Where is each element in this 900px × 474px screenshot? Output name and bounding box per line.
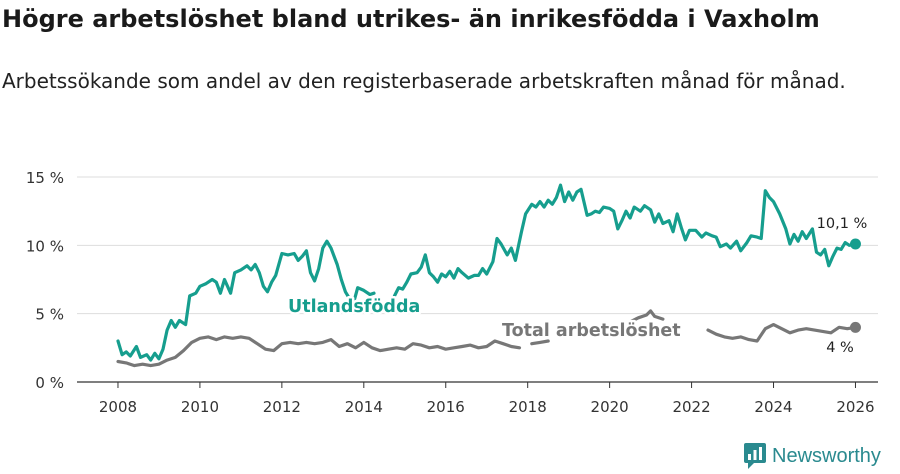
x-tick-label: 2014 [345, 398, 383, 416]
brand-name: Newsworthy [772, 444, 881, 467]
x-axis: 2008 2010 2012 2014 2016 2018 2020 2022 2024 2026 [77, 381, 878, 416]
series-label-utlandsfodda: Utlandsfödda [288, 297, 420, 317]
chart-title: Högre arbetslöshet bland utrikes- än inr… [2, 5, 820, 33]
series-labels: Utlandsfödda Total arbetslöshet 10,1 % 4 % [286, 216, 868, 356]
x-tick-label: 2012 [263, 398, 301, 416]
x-tick-label: 2018 [509, 398, 547, 416]
x-tick-label: 2026 [836, 398, 874, 416]
utlandsfodda-end-marker [849, 238, 861, 250]
x-tick-label: 2020 [591, 398, 629, 416]
end-label-total: 4 % [826, 340, 854, 356]
series-label-total: Total arbetslöshet [502, 321, 681, 341]
newsworthy-icon [744, 443, 766, 469]
x-tick-label: 2016 [427, 398, 465, 416]
x-tick-label: 2024 [754, 398, 792, 416]
y-tick-label: 0 % [35, 374, 64, 392]
y-tick-label: 5 % [35, 306, 64, 324]
utlandsfodda-line-segment-1 [392, 183, 858, 298]
series-group [116, 183, 861, 368]
total-end-marker [849, 321, 861, 333]
x-tick-label: 2022 [672, 398, 710, 416]
x-tick-label: 2010 [181, 398, 219, 416]
y-tick-label: 10 % [26, 237, 64, 255]
x-tick-label: 2008 [99, 398, 137, 416]
chart-subtitle: Arbetssökande som andel av den registerb… [2, 69, 846, 93]
total-line-segment-1 [530, 339, 550, 346]
total-line-segment-0 [116, 335, 522, 368]
newsworthy-logo: Newsworthy [744, 442, 881, 470]
total-line-segment-3 [706, 323, 858, 343]
total-line-segment-2 [628, 309, 665, 324]
end-label-utlandsfodda: 10,1 % [817, 216, 868, 232]
y-tick-label: 15 % [26, 169, 64, 187]
y-axis-ticks: 0 % 5 % 10 % 15 % [26, 169, 64, 392]
utlandsfodda-line-segment-0 [116, 239, 376, 362]
